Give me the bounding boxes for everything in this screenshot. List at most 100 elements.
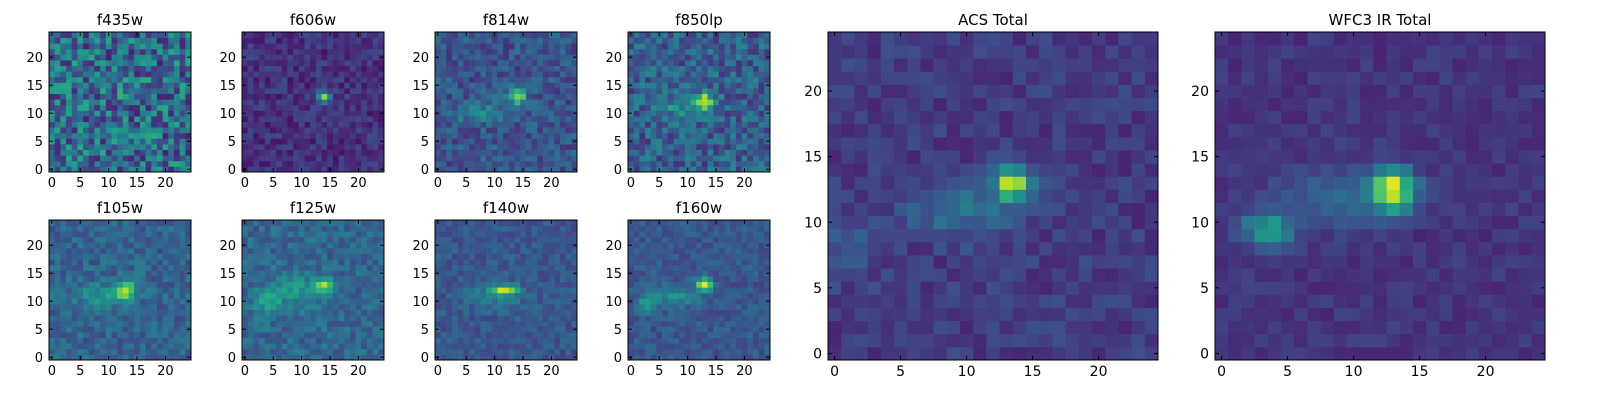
heatmap-cell [134,71,141,78]
heatmap-cell [571,121,578,128]
heatmap-cell [77,121,84,128]
heatmap-cell [828,346,842,361]
heatmap-cell [639,82,646,89]
heatmap-cell [946,294,961,308]
heatmap-cell [986,123,1000,138]
heatmap-cell [1026,58,1040,72]
heatmap-cell [287,65,294,72]
heatmap-cell [1505,84,1519,98]
heatmap-cell [508,166,515,173]
heatmap-cell [1228,294,1242,308]
heatmap-cell [747,116,754,122]
heatmap-cell [145,259,152,266]
heatmap-cell [77,248,84,254]
heatmap-cell [946,32,961,46]
heatmap-cell [639,149,646,156]
heatmap-cell [49,337,56,344]
heatmap-cell [1026,268,1040,282]
heatmap-cell [986,58,1000,72]
heatmap-cell [1373,281,1387,295]
heatmap-cell [718,144,725,150]
heatmap-cell [156,332,163,338]
heatmap-cell [1144,228,1159,243]
heatmap-cell [304,65,311,72]
heatmap-cell [270,155,277,162]
heatmap-cell [366,99,374,106]
heatmap-cell [173,155,181,162]
heatmap-cell [1452,320,1467,335]
heatmap-cell [1492,84,1506,98]
heatmap-cell [1492,320,1506,335]
heatmap-cell [145,166,152,173]
heatmap-cell [1505,45,1519,59]
heatmap-cell [361,348,368,355]
heatmap-cell [446,54,453,61]
heatmap-cell [145,82,152,89]
heatmap-cell [304,160,311,167]
heatmap-cell [628,132,635,139]
heatmap-cell [66,82,73,89]
heatmap-cell [673,104,680,111]
heatmap-cell [707,104,714,111]
heatmap-cell [344,320,351,327]
heatmap-cell [270,304,277,310]
heatmap-cell [752,76,760,83]
heatmap-cell [349,116,356,122]
heatmap-cell [486,93,493,100]
heatmap-cell [54,82,61,89]
heatmap-cell [1373,320,1387,335]
heatmap-cell [1439,268,1453,282]
heatmap-cell [633,121,640,128]
heatmap-cell [361,354,368,361]
heatmap-cell [986,333,1000,348]
heatmap-cell [349,60,356,66]
heatmap-cell [281,127,288,134]
heatmap-cell [1531,110,1546,125]
heatmap-cell [1281,45,1295,59]
heatmap-cell [907,268,921,282]
heatmap-cell [94,76,101,83]
heatmap-cell [1518,307,1533,322]
heatmap-cell [741,149,748,156]
heatmap-cell [105,281,112,288]
heatmap-cell [66,32,73,38]
heatmap-cell [366,32,374,38]
heatmap-cell [867,228,882,243]
heatmap-cell [304,127,311,134]
heatmap-cell [71,93,78,100]
heatmap-cell [253,121,260,128]
heatmap-cell [88,220,95,226]
heatmap-cell [435,132,442,139]
heatmap-cell [1465,255,1480,269]
heatmap-cell [185,132,192,139]
heatmap-cell [94,326,101,333]
heatmap-cell [264,298,271,305]
heatmap-cell [145,60,152,66]
heatmap-cell [378,287,385,294]
heatmap-cell [724,76,731,83]
heatmap-cell [1026,228,1040,243]
heatmap-cell [933,58,948,72]
heatmap-cell [1307,136,1321,151]
heatmap-cell [894,202,908,217]
heatmap-cell [54,292,61,299]
heatmap-cell [673,88,680,94]
heatmap-cell [1347,189,1361,203]
heatmap-cell [168,43,175,50]
heatmap-cell [71,121,78,128]
heatmap-cell [628,116,635,122]
heatmap-cell [168,82,175,89]
heatmap-cell [372,32,379,38]
heatmap-cell [355,116,362,122]
heatmap-cell [134,270,141,277]
heatmap-cell [54,287,61,294]
heatmap-cell [60,236,67,243]
heatmap-cell [920,123,934,138]
heatmap-cell [1267,45,1282,59]
heatmap-cell [645,116,652,122]
heatmap-cell [1294,241,1308,256]
heatmap-cell [1531,320,1546,335]
heatmap-cell [1241,58,1255,72]
heatmap-cell [701,138,708,145]
heatmap-cell [122,276,129,282]
